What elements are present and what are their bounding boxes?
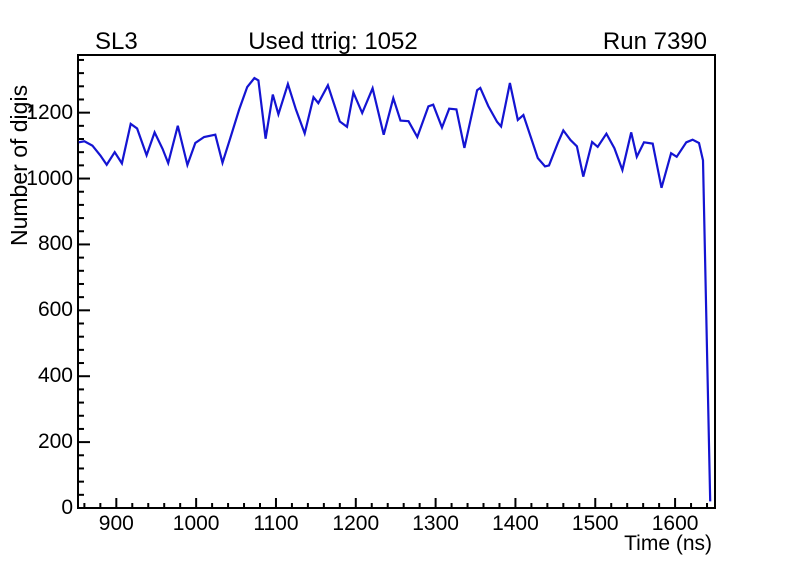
x-tick-label: 900 — [98, 512, 134, 535]
y-tick-label: 600 — [37, 298, 73, 322]
run-number-label: Run 7390 — [602, 28, 707, 55]
x-tick-label: 1500 — [571, 512, 619, 535]
x-tick-label: 1100 — [253, 512, 299, 535]
x-tick-label: 1200 — [332, 512, 380, 535]
digis-vs-time-line — [78, 76, 712, 502]
y-tick-label: 1000 — [26, 166, 73, 190]
plot-title: Used ttrig: 1052 — [248, 28, 418, 55]
x-tick-label: 1400 — [492, 512, 539, 535]
y-tick-label: 0 — [61, 496, 73, 519]
x-tick-label: 1300 — [412, 512, 459, 535]
y-tick-label: 1200 — [26, 100, 73, 124]
x-axis-title: Time (ns) — [624, 532, 712, 555]
x-tick-label: 1600 — [651, 512, 699, 535]
y-tick-label: 800 — [37, 232, 73, 256]
y-tick-label: 200 — [37, 430, 73, 454]
plot-frame — [77, 54, 716, 509]
superlayer-label: SL3 — [95, 28, 138, 55]
x-tick-label: 1000 — [172, 512, 220, 535]
y-tick-label: 400 — [37, 364, 73, 388]
